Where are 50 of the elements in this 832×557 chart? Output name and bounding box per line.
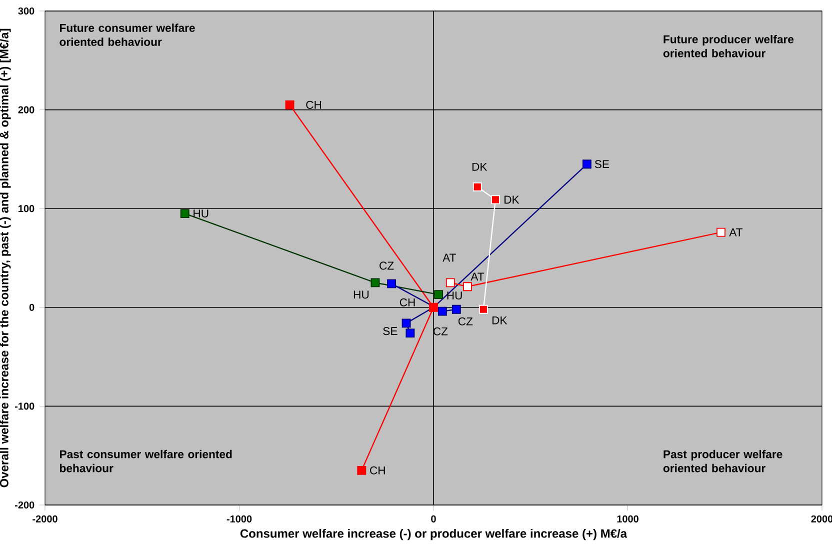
annotation: AT xyxy=(442,254,456,262)
annotation: AT xyxy=(470,272,484,281)
point xyxy=(463,282,472,292)
annotation: CZ xyxy=(458,317,473,326)
y-tick-label: 0 xyxy=(29,304,34,311)
point xyxy=(434,290,444,300)
annotation: CH xyxy=(370,466,385,474)
annotation: HU xyxy=(194,210,208,218)
point xyxy=(180,209,190,218)
point xyxy=(429,302,438,312)
annotation: CH xyxy=(306,100,322,109)
point xyxy=(357,466,366,475)
x-tick-label: 0 xyxy=(431,515,436,522)
annotation: DK xyxy=(504,196,520,204)
y-tick-label: 200 xyxy=(18,106,34,114)
point xyxy=(406,328,415,338)
annotation: Future producer welfare oriented behaviour xyxy=(663,34,794,58)
x-axis-title: Consumer welfare increase (-) or producer welfare increase (+) M€/a xyxy=(240,528,628,540)
y-tick-label: 100 xyxy=(18,205,34,212)
point xyxy=(438,306,447,316)
annotation: AT xyxy=(729,228,743,236)
annotation: Past consumer welfare oriented behaviour xyxy=(60,450,232,472)
point xyxy=(452,304,461,314)
annotation: SE xyxy=(383,327,398,336)
x-tick-label: -1000 xyxy=(226,515,252,522)
annotation: CZ xyxy=(380,262,394,270)
annotation: SE xyxy=(594,160,610,168)
x-tick-label: -2000 xyxy=(32,515,58,522)
point xyxy=(582,160,592,169)
x-tick-label: 1000 xyxy=(617,515,638,522)
annotation: DK xyxy=(492,316,508,324)
point xyxy=(402,318,411,328)
y-tick-label: -200 xyxy=(14,501,34,509)
y-axis-title: Overall welfare increase for the country, past (-) and planned & optimal (+) [M€/a] xyxy=(0,28,11,488)
point xyxy=(387,279,396,288)
point xyxy=(285,100,294,110)
annotation: HU xyxy=(354,290,369,299)
point xyxy=(490,195,500,204)
point xyxy=(370,278,380,288)
point xyxy=(478,304,488,314)
annotation: CH xyxy=(400,298,415,306)
point xyxy=(446,278,455,288)
y-tick-label: 300 xyxy=(18,7,34,15)
annotation: Past producer welfare oriented behaviour xyxy=(663,450,782,472)
point xyxy=(472,182,482,192)
annotation: HU xyxy=(447,292,462,300)
point xyxy=(716,228,726,237)
y-tick-label: -100 xyxy=(14,402,34,410)
annotation: DK xyxy=(472,162,488,171)
annotation: Future consumer welfare oriented behaviour xyxy=(60,24,195,46)
